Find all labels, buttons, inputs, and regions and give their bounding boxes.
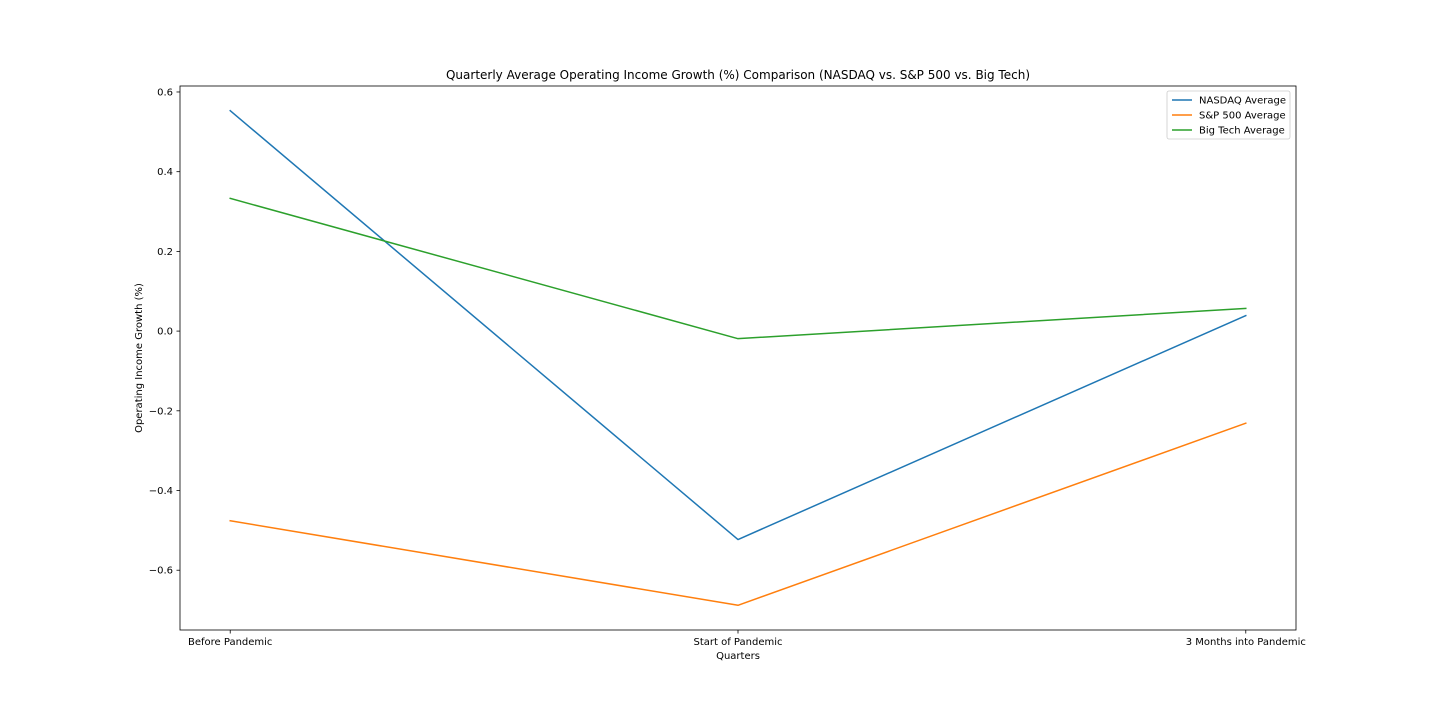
legend-box (1166, 90, 1291, 140)
series-line-big-tech-average (229, 197, 1247, 340)
y-tick-label: 0.0 (157, 327, 173, 338)
y-tick-label: 0.4 (157, 167, 173, 178)
x-tick-label: 3 Months into Pandemic (1186, 637, 1306, 648)
x-axis-label: Quarters (716, 651, 760, 662)
y-tick-label: 0.6 (157, 87, 173, 98)
y-axis-label: Operating Income Growth (%) (134, 283, 145, 433)
y-tick-label: 0.2 (157, 247, 173, 258)
plot-area: 0.6 0.4 0.2 0.0 −0.2 −0.4 −0.6 Before Pandemic S… (149, 85, 1306, 648)
legend-label: NASDAQ Average (1199, 96, 1286, 107)
y-tick-label: −0.4 (149, 486, 173, 497)
legend: NASDAQ Average S&P 500 Average Big Tech Av… (1166, 90, 1291, 140)
x-tick-label: Start of Pandemic (694, 637, 783, 648)
legend-label: Big Tech Average (1199, 126, 1285, 137)
plot-frame (179, 85, 1297, 631)
series-line-nasdaq-average (229, 109, 1247, 541)
series-line-s-p-500-average (229, 422, 1247, 607)
legend-label: S&P 500 Average (1199, 111, 1286, 122)
y-tick-label: −0.6 (149, 566, 173, 577)
y-tick-label: −0.2 (149, 406, 173, 417)
chart-title: Quarterly Average Operating Income Growt… (446, 68, 1030, 82)
x-tick-label: Before Pandemic (188, 637, 272, 648)
